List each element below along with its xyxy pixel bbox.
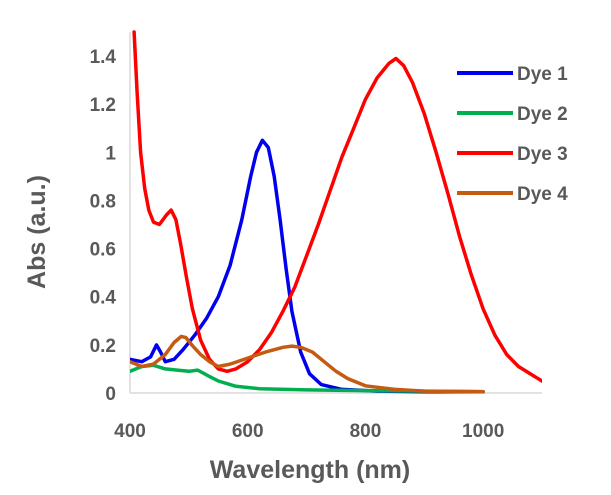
y-tick-label: 0.6	[90, 240, 116, 261]
y-tick-label: 0.4	[90, 288, 117, 309]
legend-label: Dye 4	[517, 184, 568, 205]
series-line-dye-3	[132, 30, 542, 383]
y-tick-label: 0	[105, 384, 116, 405]
legend-label: Dye 2	[517, 104, 568, 125]
x-tick-label: 600	[232, 421, 264, 442]
series-layer	[130, 30, 542, 394]
x-tick-labels: 400 600 800 1000	[114, 421, 504, 442]
legend-label: Dye 3	[517, 144, 568, 165]
y-axis-title: Abs (a.u.)	[23, 175, 51, 289]
series-line-dye-2	[130, 363, 485, 394]
legend-label: Dye 1	[517, 64, 568, 85]
y-tick-label: 1.4	[90, 47, 117, 68]
x-tick-label: 1000	[462, 421, 504, 442]
legend: Dye 1 Dye 2 Dye 3 Dye 4	[457, 64, 568, 205]
x-axis-title: Wavelength (nm)	[210, 456, 410, 484]
y-tick-label: 1	[105, 143, 116, 164]
y-tick-label: 0.8	[90, 191, 116, 212]
y-tick-label: 0.2	[90, 336, 116, 357]
y-tick-labels: 0 0.2 0.4 0.6 0.8 1 1.2 1.4	[90, 47, 117, 405]
x-tick-label: 800	[350, 421, 382, 442]
x-tick-label: 400	[114, 421, 146, 442]
plot-area	[129, 30, 542, 394]
y-tick-label: 1.2	[90, 95, 116, 116]
series-line-dye-4	[130, 334, 485, 394]
